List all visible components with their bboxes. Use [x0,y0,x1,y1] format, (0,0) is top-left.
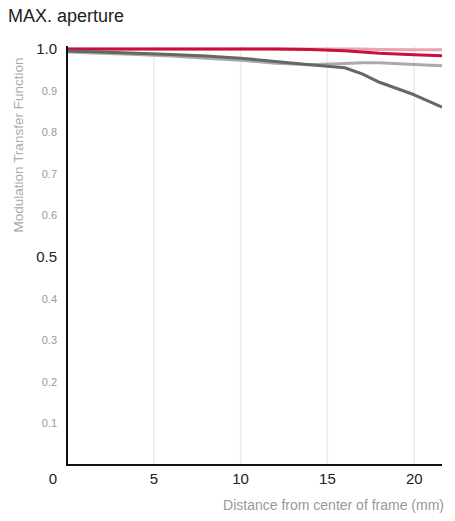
y-tick-label: 0.3 [42,334,57,346]
x-tick-label: 10 [232,470,249,487]
grid-line [327,46,329,465]
plot-area [67,49,442,107]
y-tick-label: 1.0 [36,40,57,57]
y-tick-label: 0.8 [42,126,57,138]
y-axis [66,46,68,466]
y-tick-label: 0.7 [42,168,57,180]
y-tick-label: 0.4 [42,293,57,305]
x-tick-label: 15 [319,470,336,487]
y-axis-label: Modulation Transfer Function [11,58,26,233]
y-tick-label: 0.1 [42,417,57,429]
y-tick-label: 0.5 [36,248,57,265]
x-tick-label: 0 [49,470,57,487]
x-tick-label: 5 [150,470,158,487]
chart: MAX. aperture 0 5 10 15 20 0.1 0.2 0.3 0.4 0.5 0.6 0… [0,0,455,521]
y-tick-label: 0.9 [42,85,57,97]
title: MAX. aperture [8,6,124,26]
x-axis [66,464,442,466]
y-tick-label: 0.2 [42,376,57,388]
series-line [67,51,442,107]
x-tick-label: 20 [406,470,423,487]
grid-line [413,46,415,465]
grid-line [240,46,242,465]
x-axis-label: Distance from center of frame (mm) [223,497,444,513]
y-tick-label: 0.6 [42,209,57,221]
grid-line [153,46,155,465]
